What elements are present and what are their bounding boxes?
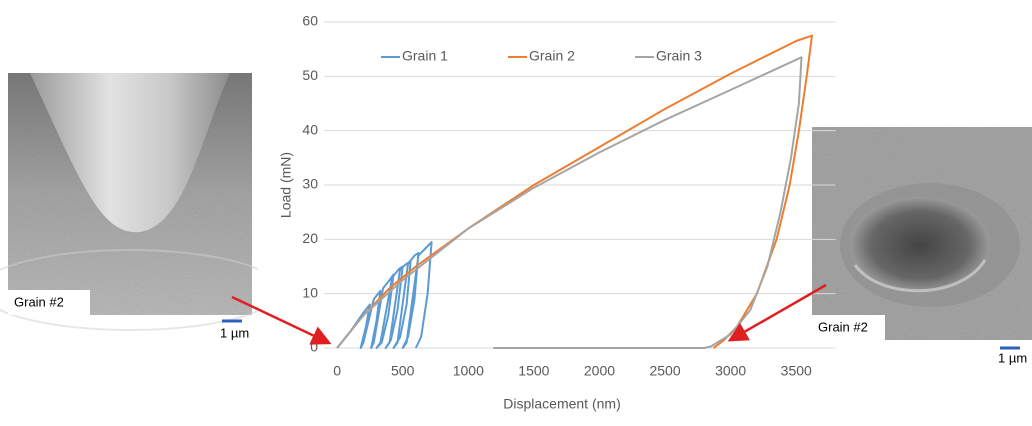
label-box (8, 290, 90, 315)
x-tick-label: 0 (333, 363, 341, 379)
x-tick-label: 2500 (649, 363, 680, 379)
y-axis-title: Load (mN) (278, 152, 294, 218)
x-tick-label: 2000 (584, 363, 615, 379)
sem-image-left (0, 73, 281, 331)
y-tick-label: 50 (302, 67, 318, 83)
legend-label: Grain 1 (402, 48, 448, 64)
y-tick-label: 40 (302, 121, 318, 137)
sem-image-right (812, 127, 1032, 340)
plot: 0 10 20 30 40 50 60 0 500 1000 1500 2000 2500 3000 350… (302, 13, 836, 379)
legend-label: Grain 3 (656, 48, 702, 64)
x-tick-label: 3500 (781, 363, 812, 379)
legend-label: Grain 2 (529, 48, 575, 64)
y-tick-label: 20 (302, 230, 318, 246)
y-tick-label: 30 (302, 176, 318, 192)
arrow (727, 283, 827, 342)
scale-label: 1 µm (998, 350, 1027, 365)
scale-label: 1 µm (220, 325, 249, 340)
x-tick-label: 1500 (518, 363, 549, 379)
x-axis-title: Displacement (nm) (503, 396, 620, 412)
series-line (336, 56, 803, 349)
image-label: Grain #2 (818, 319, 868, 334)
y-tick-label: 10 (302, 284, 318, 300)
chart-area (258, 8, 843, 421)
x-tick-label: 500 (391, 363, 415, 379)
y-tick-label: 60 (302, 13, 318, 29)
arrow (231, 295, 332, 345)
y-tick-label: 0 (310, 339, 318, 355)
image-label: Grain #2 (14, 294, 64, 309)
series-line (336, 241, 433, 349)
x-tick-label: 1000 (453, 363, 484, 379)
label-box (812, 315, 885, 340)
x-tick-label: 3000 (715, 363, 746, 379)
